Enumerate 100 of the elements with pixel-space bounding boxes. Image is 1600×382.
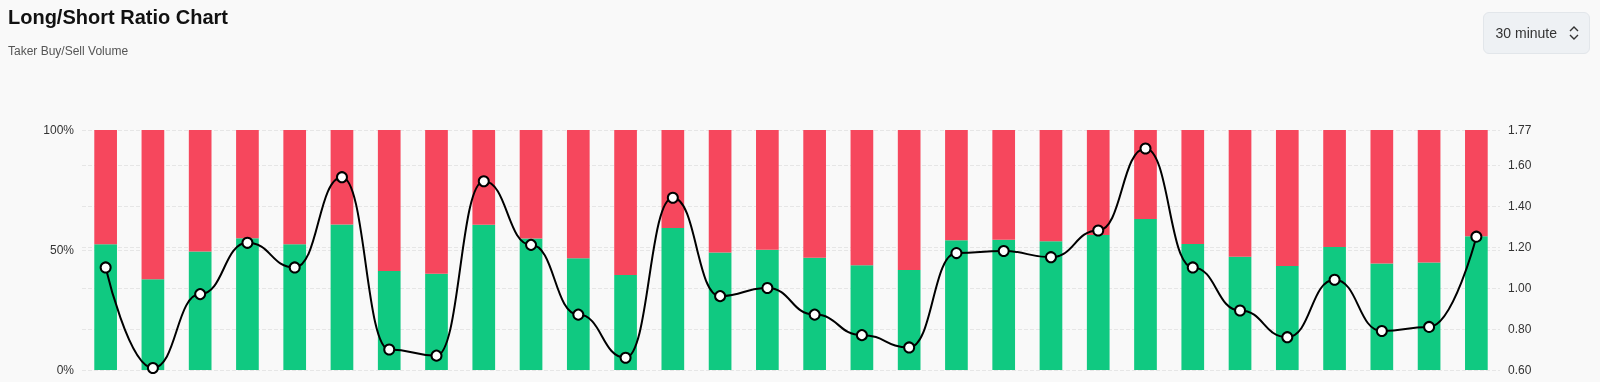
bar <box>519 238 543 370</box>
bar <box>945 130 968 241</box>
point <box>1092 224 1105 237</box>
bar <box>1417 130 1441 263</box>
bar <box>945 240 968 370</box>
bar <box>1323 246 1346 370</box>
point <box>619 351 632 364</box>
y2-tick-label: 1.60 <box>1508 157 1532 172</box>
bar <box>1134 130 1157 220</box>
y2-tick-label: 1.40 <box>1508 198 1532 213</box>
chart-title: Long/Short Ratio Chart <box>8 6 228 29</box>
bar <box>425 273 448 370</box>
point <box>1044 251 1057 264</box>
bar <box>425 130 448 274</box>
bar <box>188 130 212 252</box>
bar <box>472 224 496 370</box>
bar <box>330 224 354 370</box>
bar <box>992 130 1016 240</box>
bar <box>94 244 117 370</box>
bar <box>566 258 590 370</box>
bar <box>1417 262 1441 370</box>
bar <box>1228 256 1252 370</box>
y2-tick-label: 0.60 <box>1508 363 1532 377</box>
point <box>335 171 348 184</box>
bar <box>283 130 307 245</box>
point <box>1234 304 1247 317</box>
bar <box>141 279 165 370</box>
bar <box>1086 234 1110 370</box>
bar <box>1039 130 1063 242</box>
point <box>1186 261 1199 274</box>
bar <box>283 244 307 370</box>
bar <box>1275 130 1299 267</box>
bar <box>519 130 543 239</box>
point <box>288 261 301 274</box>
bar <box>1323 130 1346 247</box>
point <box>950 247 963 260</box>
bar <box>1275 266 1299 370</box>
point <box>99 261 112 274</box>
y-tick-label: 50% <box>49 243 75 257</box>
bar <box>803 257 826 370</box>
chart-subtitle: Taker Buy/Sell Volume <box>8 44 129 58</box>
point <box>808 308 821 321</box>
bar <box>1370 263 1394 370</box>
y-tick-label: 0% <box>56 363 75 377</box>
bar <box>850 130 874 266</box>
bar <box>1039 241 1063 370</box>
point <box>666 191 679 204</box>
bar <box>1181 244 1205 370</box>
point <box>430 349 443 362</box>
bar <box>661 130 685 228</box>
bar <box>992 239 1016 370</box>
point <box>903 341 916 354</box>
point <box>1470 230 1483 243</box>
point <box>1139 142 1152 155</box>
bar <box>1181 130 1205 244</box>
point <box>525 238 538 251</box>
text: 30 minute <box>1482 12 1590 54</box>
bar <box>897 269 921 370</box>
bar <box>377 270 401 370</box>
bar <box>614 130 637 275</box>
bar <box>236 238 259 370</box>
y2-tick-label: 1.77 <box>1508 123 1532 137</box>
bar <box>756 130 779 250</box>
bar <box>1370 130 1394 264</box>
bar <box>1134 219 1157 370</box>
bar <box>141 130 165 280</box>
point <box>146 361 159 374</box>
bar <box>188 251 212 370</box>
bar <box>94 130 117 245</box>
point <box>997 245 1010 258</box>
bar <box>566 130 590 259</box>
point <box>1423 320 1436 333</box>
y2-tick-label: 1.20 <box>1508 239 1532 254</box>
point <box>383 343 396 356</box>
point <box>1328 273 1341 286</box>
bar <box>897 130 921 270</box>
bar <box>236 130 259 239</box>
bar <box>661 227 685 370</box>
bar <box>803 130 826 258</box>
point <box>572 308 585 321</box>
bar <box>330 130 354 225</box>
point <box>855 329 868 342</box>
point <box>1281 331 1294 344</box>
bar <box>1086 130 1110 235</box>
bar <box>472 130 496 225</box>
point <box>241 236 254 249</box>
y2-tick-label: 1.00 <box>1508 280 1532 295</box>
y-tick-label: 100% <box>43 123 75 137</box>
point <box>1375 325 1388 338</box>
point <box>194 288 207 301</box>
bar <box>850 265 874 370</box>
point <box>761 281 774 294</box>
bar <box>1228 130 1252 257</box>
bar <box>1465 236 1488 370</box>
bar <box>614 274 637 370</box>
bar <box>708 252 732 370</box>
bar <box>1465 130 1488 237</box>
point <box>477 175 490 188</box>
bar <box>756 249 779 370</box>
bar <box>708 130 732 253</box>
